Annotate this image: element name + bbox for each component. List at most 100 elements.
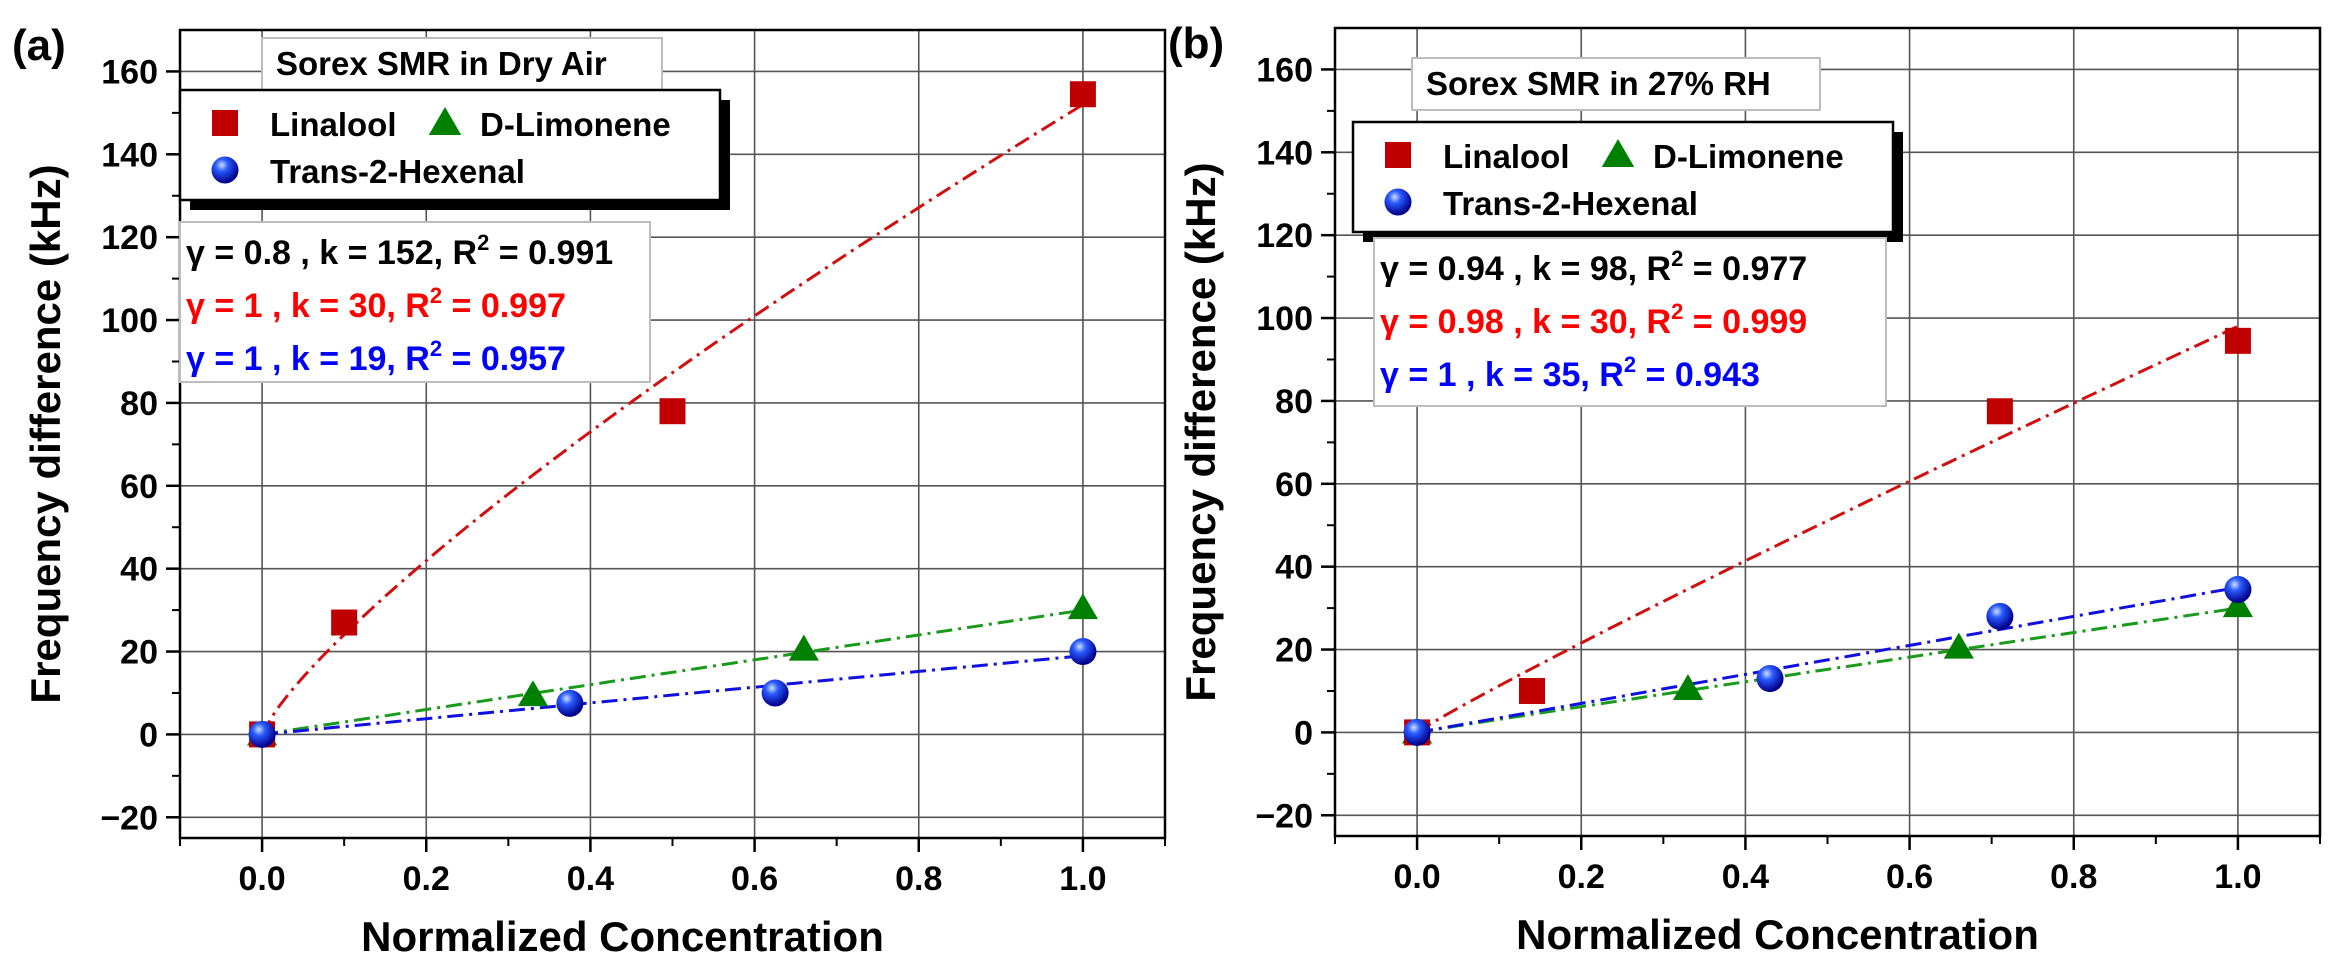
fit-line-trans-2-hexenal bbox=[1416, 585, 2239, 734]
legend-label-d-limonene: D-Limonene bbox=[1653, 138, 1844, 175]
data-point-d-limonene bbox=[1067, 593, 1098, 620]
data-point-linalool bbox=[2224, 327, 2251, 354]
data-point-d-limonene bbox=[1943, 632, 1974, 659]
chart-panel-b: 0.0 0.2 0.4 0.6 0.8 1.0 −20 0 20 40 60 80 100 120 140 1… bbox=[1168, 19, 2322, 958]
y-tick-label: −20 bbox=[1255, 797, 1313, 835]
panel-label: (b) bbox=[1168, 19, 1224, 68]
title-box-frame bbox=[261, 37, 663, 91]
y-tick-label: 120 bbox=[101, 219, 158, 257]
legend-label-linalool: Linalool bbox=[270, 106, 397, 143]
data-points bbox=[1402, 327, 2253, 746]
y-tick-label: 40 bbox=[1275, 549, 1313, 587]
fit-text-rest: = 0.943 bbox=[1636, 356, 1760, 394]
data-point-d-limonene bbox=[2222, 591, 2253, 618]
fit-parameters-d-limonene: γ = 1 , k = 30, R2 = 0.997 bbox=[186, 283, 566, 325]
legend-marker-linalool bbox=[212, 110, 238, 136]
fit-parameters-linalool: γ = 0.8 , k = 152, R2 = 0.991 bbox=[186, 230, 613, 272]
chart-panel-a: 0.0 0.2 0.4 0.6 0.8 1.0 −20 0 20 40 60 80 100 120 140 1… bbox=[12, 21, 1167, 960]
axis-ticks bbox=[1321, 68, 2321, 850]
y-tick-label: 0 bbox=[139, 716, 158, 754]
fit-line-d-limonene bbox=[1416, 606, 2239, 734]
fit-text-superscript: 2 bbox=[1671, 299, 1683, 324]
gridlines bbox=[180, 30, 1165, 838]
legend-frame bbox=[178, 88, 722, 202]
fit-line-trans-2-hexenal bbox=[261, 654, 1084, 736]
x-axis-title: Normalized Concentration bbox=[1516, 911, 2039, 958]
fit-line-linalool bbox=[260, 103, 1084, 736]
fit-parameters-d-limonene: γ = 0.98 , k = 30, R2 = 0.999 bbox=[1380, 299, 1807, 341]
data-point-linalool bbox=[1069, 81, 1096, 108]
y-tick-label: 120 bbox=[1256, 217, 1313, 255]
y-tick-label: 140 bbox=[101, 136, 158, 174]
legend: Linalool D-Limonene Trans-2-Hexenal bbox=[178, 88, 730, 210]
data-point-trans-2-hexenal bbox=[2224, 575, 2252, 603]
fit-text-main: γ = 0.94 , k = 98, R bbox=[1380, 250, 1671, 288]
x-tick-label: 0.4 bbox=[1722, 858, 1769, 896]
fit-text-rest: = 0.999 bbox=[1683, 303, 1807, 341]
data-point-trans-2-hexenal bbox=[1756, 665, 1784, 693]
data-point-linalool bbox=[1986, 398, 2013, 425]
y-tick-label: 160 bbox=[1256, 51, 1313, 89]
x-tick-label: 0.8 bbox=[2050, 858, 2097, 896]
x-tick-label: 0.0 bbox=[1393, 858, 1440, 896]
fit-text-superscript: 2 bbox=[430, 283, 442, 308]
fit-text-rest: = 0.997 bbox=[442, 287, 566, 325]
y-tick-label: 140 bbox=[1256, 134, 1313, 172]
chart-title-box: Sorex SMR in 27% RH bbox=[1411, 57, 1821, 111]
fit-text-rest: = 0.991 bbox=[489, 234, 613, 272]
fit-text-superscript: 2 bbox=[1671, 246, 1683, 271]
data-point-linalool bbox=[1519, 677, 1545, 704]
fit-parameters-trans-2-hexenal: γ = 1 , k = 19, R2 = 0.957 bbox=[186, 336, 566, 378]
y-tick-label: 20 bbox=[120, 634, 158, 672]
fit-curves bbox=[260, 103, 1084, 736]
data-point-linalool bbox=[659, 398, 686, 425]
x-tick-label: 0.4 bbox=[567, 860, 614, 898]
chart-title: Sorex SMR in Dry Air bbox=[276, 45, 607, 82]
data-point-trans-2-hexenal bbox=[761, 679, 789, 707]
fit-parameters-trans-2-hexenal: γ = 1 , k = 35, R2 = 0.943 bbox=[1380, 352, 1760, 394]
panel-label: (a) bbox=[12, 21, 66, 70]
fit-text-rest: = 0.977 bbox=[1683, 250, 1807, 288]
x-tick-label: 0.2 bbox=[1558, 858, 1605, 896]
fit-text-main: γ = 0.98 , k = 30, R bbox=[1380, 303, 1671, 341]
y-axis-title: Frequency difference (kHz) bbox=[1177, 162, 1224, 701]
data-point-d-limonene bbox=[1672, 674, 1704, 701]
data-point-trans-2-hexenal bbox=[1986, 602, 2014, 630]
data-point-linalool bbox=[331, 609, 358, 636]
legend-marker-d-limonene bbox=[1601, 139, 1635, 167]
x-tick-label: 0.6 bbox=[1886, 858, 1933, 896]
data-point-trans-2-hexenal bbox=[556, 689, 584, 717]
data-point-trans-2-hexenal bbox=[1069, 638, 1097, 666]
y-tick-label: 60 bbox=[1275, 466, 1313, 504]
legend-label-d-limonene: D-Limonene bbox=[480, 106, 671, 143]
fit-parameters-box: γ = 0.8 , k = 152, R2 = 0.991 γ = 1 , k =… bbox=[179, 221, 651, 383]
x-tick-label: 0.6 bbox=[731, 860, 778, 898]
data-point-trans-2-hexenal bbox=[248, 720, 276, 748]
y-tick-label: 40 bbox=[120, 551, 158, 589]
fit-text-superscript: 2 bbox=[1624, 352, 1636, 377]
chart-title: Sorex SMR in 27% RH bbox=[1426, 65, 1771, 102]
data-points bbox=[247, 81, 1098, 748]
y-tick-label: 60 bbox=[120, 468, 158, 506]
fit-text-main: γ = 1 , k = 35, R bbox=[1380, 356, 1624, 394]
title-box-frame bbox=[1411, 57, 1821, 111]
fit-curves bbox=[1416, 324, 2239, 734]
x-tick-label: 1.0 bbox=[2214, 858, 2261, 896]
legend-marker-trans-2-hexenal bbox=[211, 156, 239, 184]
data-point-d-limonene bbox=[517, 680, 549, 707]
y-tick-label: 80 bbox=[1275, 383, 1313, 421]
legend-label-trans-2-hexenal: Trans-2-Hexenal bbox=[1443, 185, 1698, 222]
fit-text-superscript: 2 bbox=[430, 336, 442, 361]
fit-text-superscript: 2 bbox=[477, 230, 489, 255]
y-tick-label: 100 bbox=[101, 302, 158, 340]
y-tick-label: 20 bbox=[1275, 632, 1313, 670]
fit-parameters-linalool: γ = 0.94 , k = 98, R2 = 0.977 bbox=[1380, 246, 1807, 288]
legend-label-trans-2-hexenal: Trans-2-Hexenal bbox=[270, 153, 525, 190]
legend-frame bbox=[1351, 120, 1895, 234]
legend-marker-trans-2-hexenal bbox=[1384, 188, 1412, 216]
fit-line-d-limonene bbox=[261, 608, 1084, 736]
y-tick-label: −20 bbox=[100, 799, 158, 837]
y-tick-label: 160 bbox=[101, 53, 158, 91]
fit-text-main: γ = 1 , k = 30, R bbox=[186, 287, 430, 325]
